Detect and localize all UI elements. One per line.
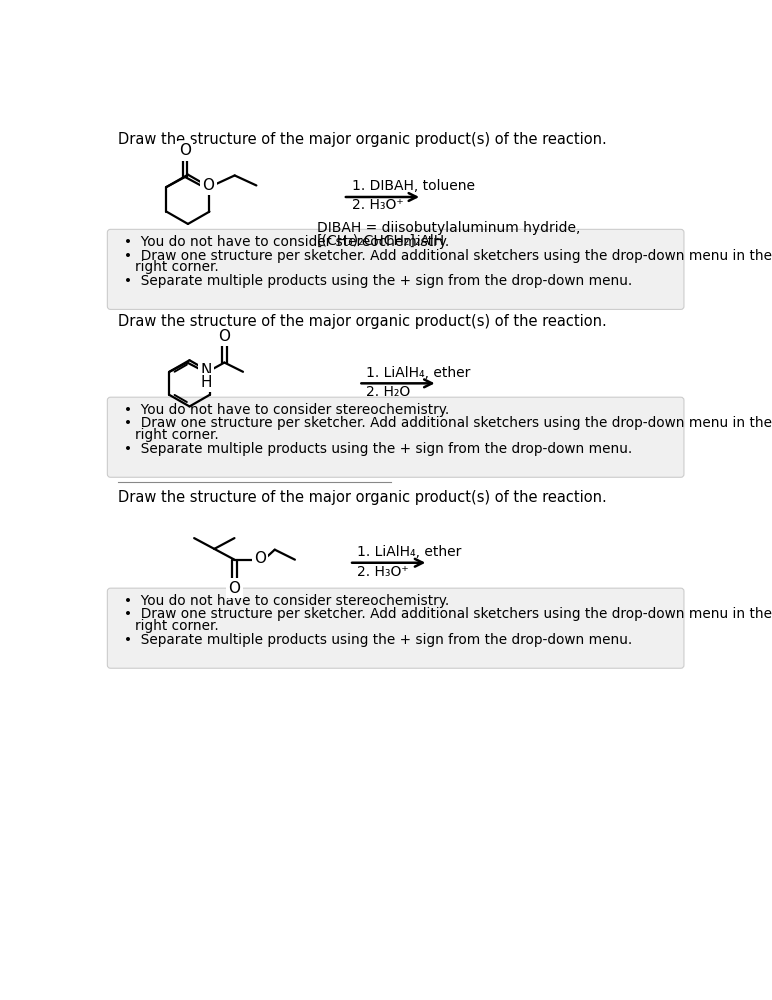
Text: •  Draw one structure per sketcher. Add additional sketchers using the drop-down: • Draw one structure per sketcher. Add a… bbox=[124, 249, 772, 263]
Text: [(CH₃)₂CHCH₂]₂AlH: [(CH₃)₂CHCH₂]₂AlH bbox=[317, 234, 445, 248]
Text: 1. DIBAH, toluene: 1. DIBAH, toluene bbox=[352, 179, 476, 193]
Text: O: O bbox=[254, 551, 266, 566]
Text: •  You do not have to consider stereochemistry.: • You do not have to consider stereochem… bbox=[124, 594, 449, 608]
Text: H: H bbox=[201, 375, 212, 390]
Text: O: O bbox=[179, 143, 191, 158]
Text: right corner.: right corner. bbox=[135, 260, 219, 274]
Text: 1. LiAlH₄, ether: 1. LiAlH₄, ether bbox=[366, 366, 471, 380]
FancyBboxPatch shape bbox=[107, 397, 684, 477]
Text: O: O bbox=[218, 329, 230, 344]
Text: 2. H₃O⁺: 2. H₃O⁺ bbox=[352, 198, 404, 212]
Text: •  Separate multiple products using the + sign from the drop-down menu.: • Separate multiple products using the +… bbox=[124, 633, 632, 647]
Text: right corner.: right corner. bbox=[135, 619, 219, 633]
Text: O: O bbox=[202, 178, 215, 193]
Text: •  You do not have to consider stereochemistry.: • You do not have to consider stereochem… bbox=[124, 235, 449, 249]
Text: •  Draw one structure per sketcher. Add additional sketchers using the drop-down: • Draw one structure per sketcher. Add a… bbox=[124, 607, 772, 621]
FancyBboxPatch shape bbox=[107, 588, 684, 668]
Text: right corner.: right corner. bbox=[135, 428, 219, 442]
Text: DIBAH = diisobutylaluminum hydride,: DIBAH = diisobutylaluminum hydride, bbox=[317, 221, 580, 235]
Text: Draw the structure of the major organic product(s) of the reaction.: Draw the structure of the major organic … bbox=[118, 314, 607, 329]
Text: O: O bbox=[229, 581, 240, 596]
Text: •  You do not have to consider stereochemistry.: • You do not have to consider stereochem… bbox=[124, 403, 449, 417]
Text: •  Separate multiple products using the + sign from the drop-down menu.: • Separate multiple products using the +… bbox=[124, 442, 632, 456]
Text: 2. H₂O: 2. H₂O bbox=[366, 385, 411, 399]
Text: N: N bbox=[200, 363, 212, 378]
FancyBboxPatch shape bbox=[107, 229, 684, 309]
Text: •  Separate multiple products using the + sign from the drop-down menu.: • Separate multiple products using the +… bbox=[124, 274, 632, 288]
Text: 1. LiAlH₄, ether: 1. LiAlH₄, ether bbox=[357, 545, 462, 559]
Text: 2. H₃O⁺: 2. H₃O⁺ bbox=[357, 565, 408, 579]
Text: Draw the structure of the major organic product(s) of the reaction.: Draw the structure of the major organic … bbox=[118, 132, 607, 147]
Text: •  Draw one structure per sketcher. Add additional sketchers using the drop-down: • Draw one structure per sketcher. Add a… bbox=[124, 416, 772, 430]
Text: Draw the structure of the major organic product(s) of the reaction.: Draw the structure of the major organic … bbox=[118, 490, 607, 505]
